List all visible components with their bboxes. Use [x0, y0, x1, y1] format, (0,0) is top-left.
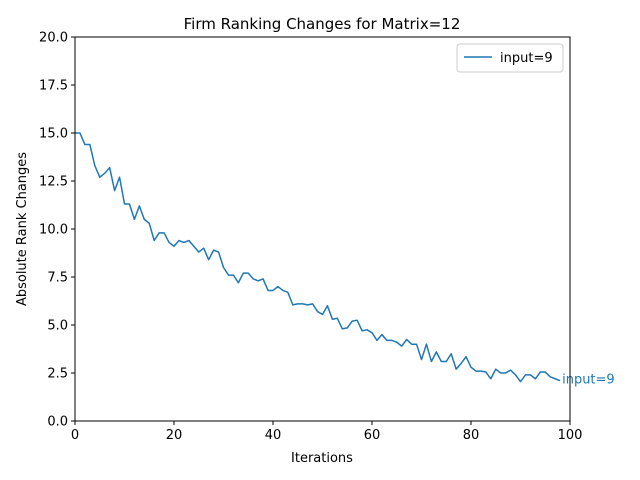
y-tick-label: 17.5 [39, 79, 68, 94]
y-axis: 0.0 2.5 5.0 7.5 10.0 12.5 15.0 17.5 20.0 [39, 31, 75, 430]
series-end-label: input=9 [562, 373, 615, 388]
chart-title: Firm Ranking Changes for Matrix=12 [184, 15, 461, 33]
x-axis-label: Iterations [291, 451, 353, 466]
plot-area [75, 132, 561, 383]
legend: input=9 [456, 43, 564, 73]
x-tick-label: 0 [71, 428, 79, 443]
legend-label: input=9 [500, 51, 553, 66]
y-tick-label: 0.0 [47, 415, 68, 430]
x-tick-label: 100 [558, 428, 583, 443]
y-axis-label: Absolute Rank Changes [15, 152, 30, 306]
y-tick-label: 15.0 [39, 127, 68, 142]
x-axis: 0 20 40 60 80 100 [71, 421, 583, 443]
x-tick-label: 80 [463, 428, 480, 443]
y-tick-label: 12.5 [39, 175, 68, 190]
series-line-input=9 [75, 132, 561, 383]
y-tick-label: 2.5 [47, 367, 68, 382]
y-tick-label: 7.5 [47, 271, 68, 286]
axes-frame [74, 36, 571, 422]
y-tick-label: 5.0 [47, 319, 68, 334]
y-tick-label: 10.0 [39, 223, 68, 238]
legend-box [456, 43, 564, 73]
x-tick-label: 20 [166, 428, 183, 443]
x-tick-label: 60 [364, 428, 381, 443]
y-tick-label: 20.0 [39, 31, 68, 46]
x-tick-label: 40 [265, 428, 282, 443]
